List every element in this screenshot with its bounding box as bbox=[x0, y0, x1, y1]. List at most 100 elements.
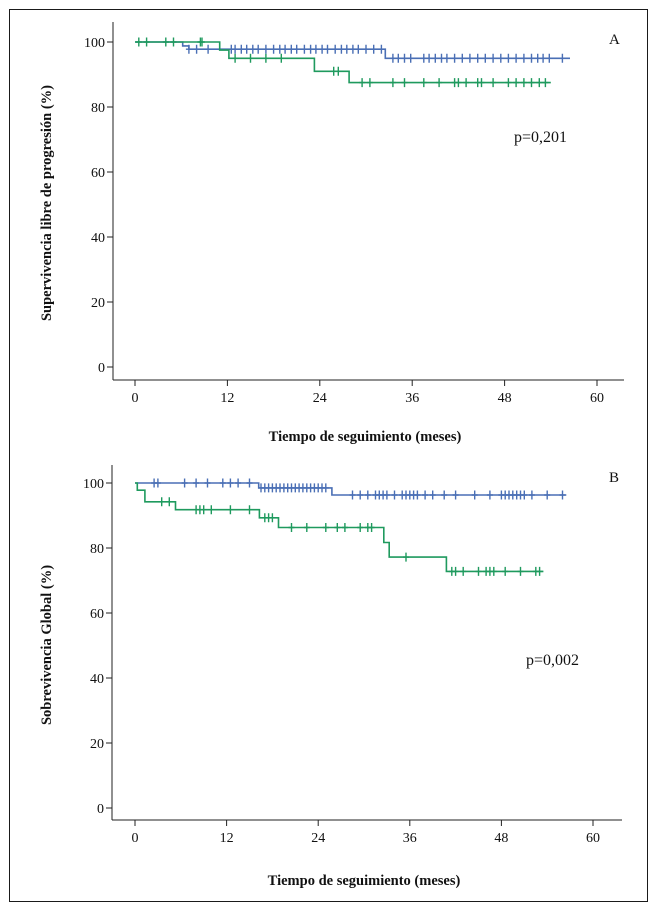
series-0-censor-mark bbox=[193, 44, 200, 54]
series-0-censor-mark bbox=[322, 483, 329, 493]
series-0-censor-mark bbox=[383, 490, 390, 500]
series-0-censor-mark bbox=[193, 478, 200, 488]
series-1-censor-mark bbox=[357, 523, 364, 532]
y-tick-label: 60 bbox=[91, 166, 105, 181]
series-1-censor-mark bbox=[502, 566, 509, 576]
series-0-censor-mark bbox=[432, 53, 439, 63]
series-0-censor-mark bbox=[276, 44, 283, 54]
series-0-censor-mark bbox=[559, 53, 566, 63]
series-1-censor-mark bbox=[517, 566, 524, 576]
series-0-censor-mark bbox=[270, 44, 277, 54]
x-tick-label: 36 bbox=[403, 831, 417, 846]
series-0-censor-mark bbox=[528, 490, 535, 500]
y-tick-label: 80 bbox=[90, 542, 104, 557]
series-1-censor-mark bbox=[366, 78, 373, 88]
series-1-censor-mark bbox=[452, 566, 459, 576]
series-0-censor-mark bbox=[227, 478, 234, 488]
series-1-censor-mark bbox=[490, 566, 497, 576]
series-0-censor-mark bbox=[355, 44, 362, 54]
y-tick-label: 60 bbox=[90, 607, 104, 622]
series-1-censor-mark bbox=[246, 505, 253, 515]
series-1-censor-mark bbox=[232, 53, 239, 63]
y-axis-title: Sobrevivencia Global (%) bbox=[39, 565, 55, 725]
series-0-censor-mark bbox=[395, 53, 402, 63]
series-0-censor-mark bbox=[540, 53, 547, 63]
series-0-censor-mark bbox=[205, 44, 212, 54]
series-0-censor-mark bbox=[407, 53, 414, 63]
series-1-censor-mark bbox=[269, 513, 276, 523]
series-1-censor-mark bbox=[322, 523, 329, 532]
series-1-censor-mark bbox=[341, 523, 348, 532]
series-0-censor-mark bbox=[238, 44, 245, 54]
series-0-censor-mark bbox=[282, 44, 289, 54]
series-1-censor-mark bbox=[247, 53, 254, 63]
y-tick-label: 0 bbox=[98, 361, 105, 376]
series-0-censor-mark bbox=[546, 53, 553, 63]
series-0-censor-mark bbox=[307, 44, 314, 54]
series-0-censor-mark bbox=[363, 44, 369, 54]
series-0-censor-mark bbox=[181, 478, 188, 488]
y-tick-label: 40 bbox=[90, 672, 104, 687]
y-tick-label: 20 bbox=[90, 737, 104, 752]
x-tick-label: 0 bbox=[132, 391, 139, 406]
series-0-censor-mark bbox=[185, 44, 192, 54]
series-0-censor-mark bbox=[471, 490, 478, 500]
series-1-censor-mark bbox=[401, 78, 408, 88]
series-1-censor-mark bbox=[227, 505, 234, 515]
series-0-censor-mark bbox=[429, 490, 436, 500]
series-0-censor-mark bbox=[301, 44, 308, 54]
series-0-censor-mark bbox=[528, 53, 535, 63]
series-0-censor-mark bbox=[513, 53, 520, 63]
series-1-censor-mark bbox=[542, 78, 549, 88]
series-0-censor-mark bbox=[324, 44, 331, 54]
series-0-censor-mark bbox=[486, 490, 493, 500]
series-0-censor-mark bbox=[474, 53, 481, 63]
series-1-censor-mark bbox=[199, 37, 205, 47]
series-1-censor-mark bbox=[389, 78, 396, 88]
series-0-censor-mark bbox=[420, 53, 427, 63]
x-tick-label: 24 bbox=[313, 391, 327, 406]
series-1-censor-mark bbox=[536, 566, 543, 576]
series-1-censor-mark bbox=[278, 53, 285, 63]
series-0-censor-mark bbox=[312, 44, 319, 54]
panel-label: A bbox=[609, 32, 620, 48]
series-0-censor-mark bbox=[293, 44, 300, 54]
series-1-censor-mark bbox=[475, 566, 482, 576]
series-0-censor-mark bbox=[232, 44, 239, 54]
series-1-censor-mark bbox=[288, 523, 295, 532]
series-1-censor-mark bbox=[368, 523, 375, 532]
x-tick-label: 24 bbox=[311, 831, 325, 846]
x-tick-label: 60 bbox=[590, 391, 604, 406]
series-1-censor-mark bbox=[403, 552, 409, 562]
x-axis-title: Tiempo de seguimiento (meses) bbox=[269, 429, 462, 445]
series-0-censor-mark bbox=[505, 53, 512, 63]
series-0-censor-mark bbox=[219, 478, 226, 488]
series-0-censor-mark bbox=[466, 53, 473, 63]
series-0-censor-mark bbox=[243, 44, 250, 54]
y-tick-label: 80 bbox=[91, 101, 105, 116]
series-0-censor-mark bbox=[332, 44, 339, 54]
series-0-censor-mark bbox=[414, 490, 421, 500]
series-0-censor-mark bbox=[452, 490, 459, 500]
series-1-censor-mark bbox=[455, 78, 462, 88]
panel-a: A p=0,201 Tiempo de seguimiento (meses) … bbox=[39, 22, 624, 445]
y-tick-label: 40 bbox=[91, 231, 105, 246]
series-0-censor-mark bbox=[249, 44, 256, 54]
series-0-censor-mark bbox=[357, 490, 364, 500]
series-0-censor-mark bbox=[255, 44, 262, 54]
panel-label: B bbox=[609, 470, 619, 486]
series-1-censor-mark bbox=[505, 78, 512, 88]
x-tick-label: 0 bbox=[132, 831, 139, 846]
series-0-censor-mark bbox=[364, 490, 371, 500]
series-0-censor-mark bbox=[235, 478, 242, 488]
y-tick-label: 100 bbox=[84, 36, 105, 51]
series-0-censor-mark bbox=[544, 490, 551, 500]
series-1-censor-mark bbox=[420, 78, 427, 88]
series-1-censor-mark bbox=[478, 78, 485, 88]
series-1-censor-mark bbox=[513, 78, 520, 88]
figure-frame bbox=[9, 9, 648, 902]
series-1-step-line bbox=[135, 482, 544, 573]
series-0-censor-mark bbox=[288, 44, 295, 54]
series-0-censor-mark bbox=[459, 53, 466, 63]
